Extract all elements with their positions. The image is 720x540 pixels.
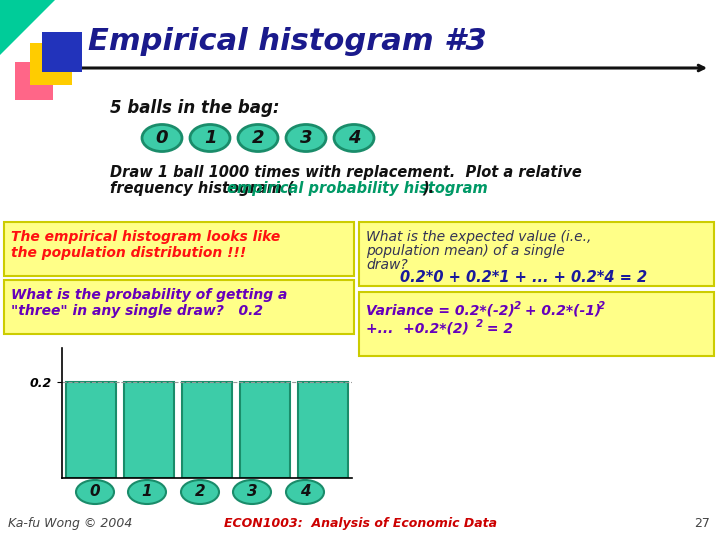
FancyBboxPatch shape xyxy=(15,62,53,100)
Text: 0.2*0 + 0.2*1 + ... + 0.2*4 = 2: 0.2*0 + 0.2*1 + ... + 0.2*4 = 2 xyxy=(400,271,647,286)
Text: + 0.2*(-1): + 0.2*(-1) xyxy=(520,304,601,318)
Ellipse shape xyxy=(190,125,230,152)
Ellipse shape xyxy=(76,480,114,504)
FancyBboxPatch shape xyxy=(359,292,714,356)
Text: +...  +0.2*(2): +... +0.2*(2) xyxy=(366,322,469,336)
Text: Empirical histogram #3: Empirical histogram #3 xyxy=(88,28,487,57)
Text: 4: 4 xyxy=(348,129,360,147)
Text: What is the expected value (i.e.,: What is the expected value (i.e., xyxy=(366,230,591,244)
Text: 1: 1 xyxy=(142,484,153,500)
Text: empirical probability histogram: empirical probability histogram xyxy=(227,180,487,195)
Bar xyxy=(298,382,348,478)
Ellipse shape xyxy=(142,125,182,152)
Bar xyxy=(125,382,174,478)
Ellipse shape xyxy=(286,125,326,152)
Ellipse shape xyxy=(181,480,219,504)
Bar xyxy=(240,382,289,478)
Text: 0: 0 xyxy=(90,484,100,500)
FancyBboxPatch shape xyxy=(4,222,354,276)
FancyBboxPatch shape xyxy=(359,222,714,286)
Text: 27: 27 xyxy=(694,517,710,530)
Ellipse shape xyxy=(128,480,166,504)
Text: What is the probability of getting a: What is the probability of getting a xyxy=(11,288,287,302)
Text: ECON1003:  Analysis of Economic Data: ECON1003: Analysis of Economic Data xyxy=(223,517,497,530)
FancyBboxPatch shape xyxy=(4,280,354,334)
Text: 2: 2 xyxy=(476,319,483,329)
Ellipse shape xyxy=(286,480,324,504)
Text: 2: 2 xyxy=(514,301,521,311)
Text: 3: 3 xyxy=(247,484,257,500)
Text: 5 balls in the bag:: 5 balls in the bag: xyxy=(110,99,279,117)
Text: "three" in any single draw?   0.2: "three" in any single draw? 0.2 xyxy=(11,304,263,318)
Text: The empirical histogram looks like: The empirical histogram looks like xyxy=(11,230,280,244)
Text: population mean) of a single: population mean) of a single xyxy=(366,244,564,258)
Text: 4: 4 xyxy=(300,484,310,500)
FancyBboxPatch shape xyxy=(30,43,72,85)
Ellipse shape xyxy=(334,125,374,152)
Bar xyxy=(182,382,232,478)
Text: 3: 3 xyxy=(300,129,312,147)
Ellipse shape xyxy=(233,480,271,504)
Polygon shape xyxy=(0,0,55,55)
Text: 1: 1 xyxy=(204,129,216,147)
Text: = 2: = 2 xyxy=(482,322,513,336)
Text: ).: ). xyxy=(422,180,434,195)
Text: the population distribution !!!: the population distribution !!! xyxy=(11,246,246,260)
Text: Variance = 0.2*(-2): Variance = 0.2*(-2) xyxy=(366,304,515,318)
Text: draw?: draw? xyxy=(366,258,408,272)
Bar xyxy=(66,382,116,478)
Text: Draw 1 ball 1000 times with replacement.  Plot a relative: Draw 1 ball 1000 times with replacement.… xyxy=(110,165,582,179)
Text: Ka-fu Wong © 2004: Ka-fu Wong © 2004 xyxy=(8,517,132,530)
Text: 2: 2 xyxy=(194,484,205,500)
Text: 0: 0 xyxy=(156,129,168,147)
FancyBboxPatch shape xyxy=(42,32,82,72)
Ellipse shape xyxy=(238,125,278,152)
Text: 2: 2 xyxy=(598,301,606,311)
Text: 2: 2 xyxy=(252,129,264,147)
Text: frequency histogram (: frequency histogram ( xyxy=(110,180,294,195)
